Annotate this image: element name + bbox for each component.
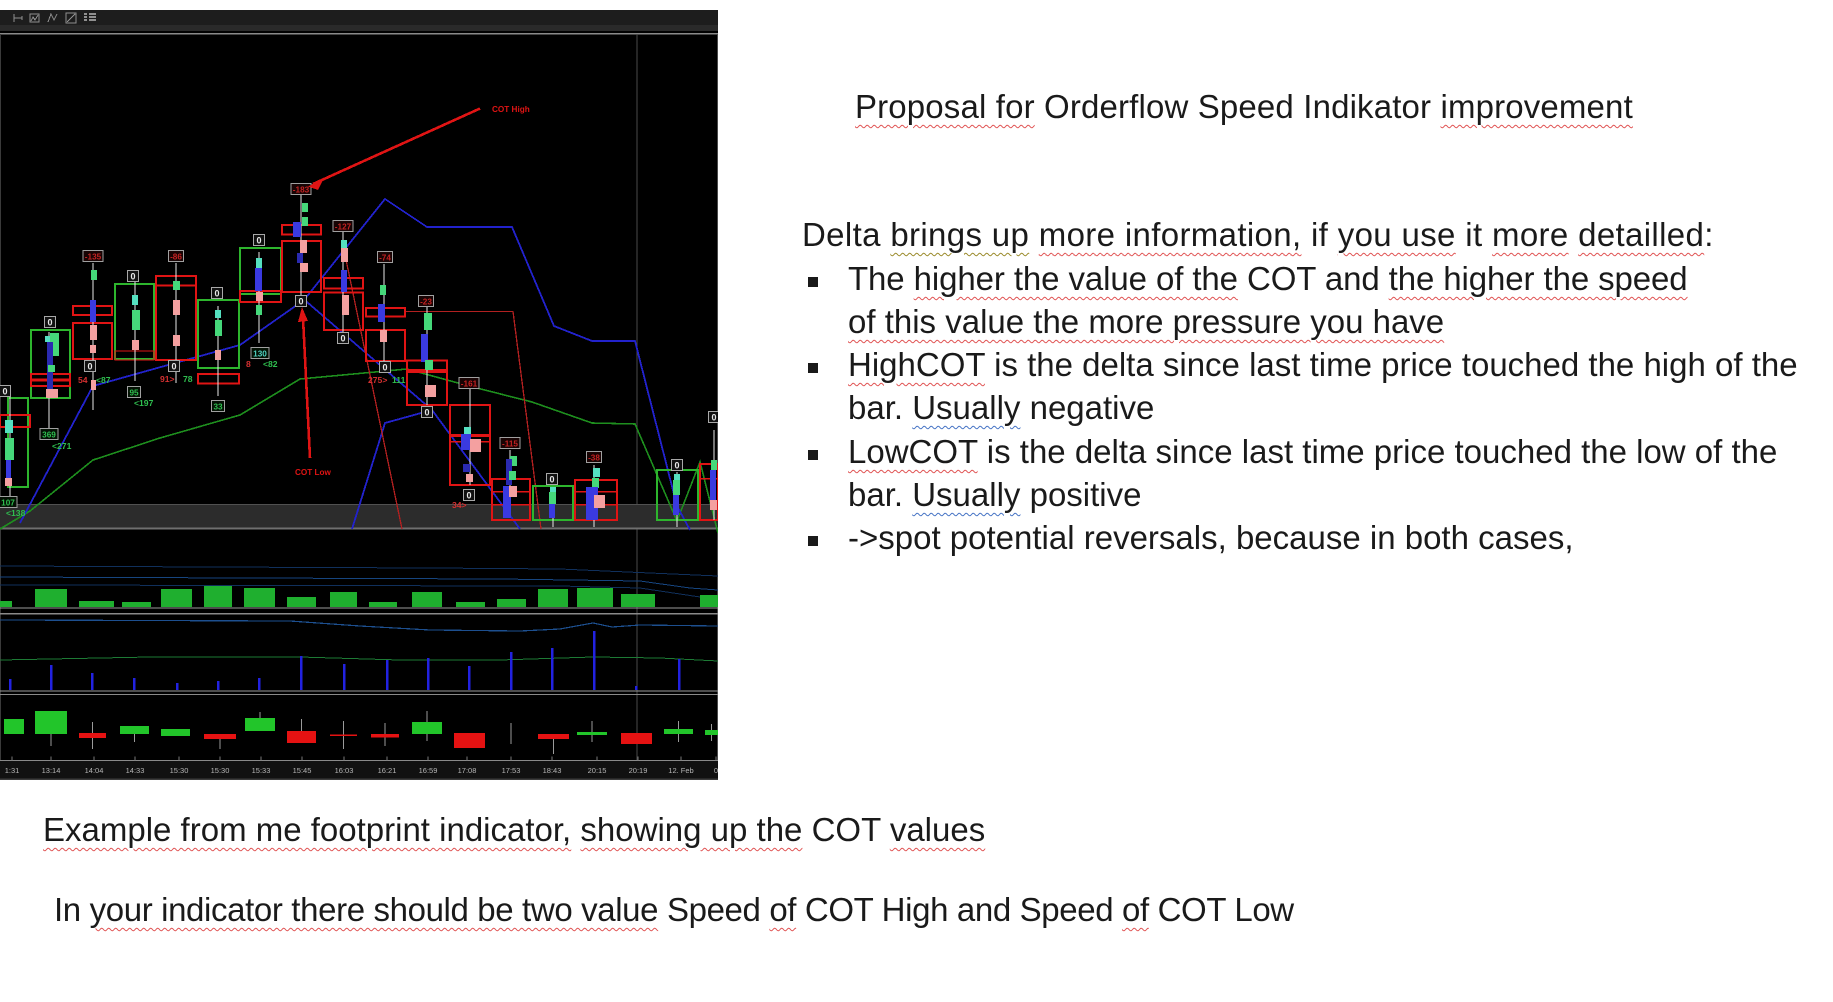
svg-text:0: 0 [214, 289, 219, 299]
svg-text:-127: -127 [335, 223, 352, 232]
svg-text:16:21: 16:21 [378, 766, 397, 775]
svg-text:15:30: 15:30 [170, 766, 189, 775]
svg-text:0: 0 [466, 491, 471, 501]
svg-text:130: 130 [253, 350, 267, 359]
svg-text:0: 0 [171, 362, 176, 372]
svg-text:12. Feb: 12. Feb [668, 766, 693, 775]
svg-text:1:31: 1:31 [5, 766, 20, 775]
svg-text:0: 0 [714, 766, 718, 775]
svg-text:COT High: COT High [492, 105, 530, 114]
svg-text:0: 0 [424, 408, 429, 418]
svg-text:34>: 34> [452, 500, 467, 510]
svg-text:0: 0 [47, 318, 52, 328]
svg-text:-115: -115 [502, 440, 518, 449]
svg-text:0: 0 [711, 413, 716, 423]
svg-text:0: 0 [674, 461, 679, 471]
svg-text:20:15: 20:15 [588, 766, 607, 775]
svg-text:54: 54 [78, 375, 88, 385]
svg-text:15:33: 15:33 [252, 766, 271, 775]
svg-text:0: 0 [87, 362, 92, 372]
svg-text:-23: -23 [420, 298, 432, 307]
svg-text:-74: -74 [379, 254, 391, 263]
svg-text:<271: <271 [52, 441, 72, 451]
svg-text:17:08: 17:08 [458, 766, 477, 775]
svg-text:20:19: 20:19 [629, 766, 648, 775]
svg-text:78: 78 [183, 374, 193, 384]
svg-text:0: 0 [340, 334, 345, 344]
svg-text:275>: 275> [368, 375, 387, 385]
svg-text:-38: -38 [588, 454, 600, 463]
svg-text:8: 8 [246, 359, 251, 369]
svg-text:COT Low: COT Low [295, 468, 332, 477]
svg-text:0: 0 [2, 387, 7, 397]
svg-text:0: 0 [382, 363, 387, 373]
svg-text:<87: <87 [96, 375, 111, 385]
svg-text:0: 0 [549, 475, 554, 485]
svg-text:14:33: 14:33 [126, 766, 145, 775]
svg-text:15:45: 15:45 [293, 766, 312, 775]
svg-text:16:59: 16:59 [419, 766, 438, 775]
svg-text:33: 33 [213, 403, 223, 412]
svg-text:<138: <138 [6, 508, 26, 518]
svg-text:13:14: 13:14 [42, 766, 61, 775]
svg-text:-86: -86 [170, 253, 182, 262]
svg-text:111: 111 [392, 375, 406, 385]
svg-text:-183: -183 [293, 186, 310, 195]
svg-text:95: 95 [129, 389, 139, 398]
svg-text:107: 107 [1, 499, 15, 508]
svg-text:91>: 91> [160, 374, 175, 384]
svg-text:16:03: 16:03 [335, 766, 354, 775]
svg-text:<82: <82 [263, 359, 278, 369]
svg-text:369: 369 [42, 431, 56, 440]
svg-text:15:30: 15:30 [211, 766, 230, 775]
svg-text:0: 0 [298, 297, 303, 307]
svg-text:17:53: 17:53 [502, 766, 521, 775]
svg-text:0: 0 [130, 272, 135, 282]
svg-text:-161: -161 [461, 380, 478, 389]
svg-text:0: 0 [256, 236, 261, 246]
svg-text:14:04: 14:04 [85, 766, 104, 775]
svg-text:<197: <197 [134, 398, 154, 408]
svg-text:-135: -135 [85, 253, 102, 262]
svg-text:18:43: 18:43 [543, 766, 562, 775]
